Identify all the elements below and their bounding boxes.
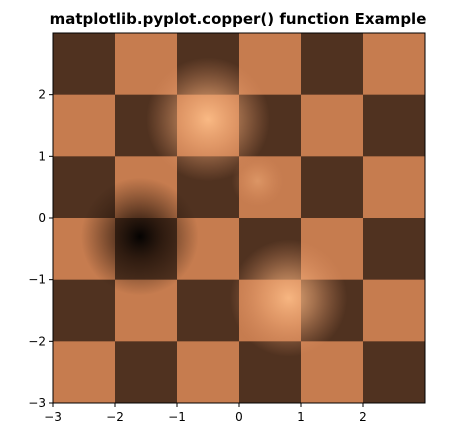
checker-cell [301, 156, 364, 219]
y-tick-label: −1 [28, 273, 46, 287]
y-tick-label: −3 [28, 396, 46, 410]
gaussian-overlay [80, 57, 348, 357]
bright-peak [146, 57, 270, 182]
checker-cell [301, 94, 364, 157]
plot-area [53, 33, 425, 403]
x-tick-label: −1 [168, 410, 186, 424]
checker-cell [177, 341, 240, 403]
checker-cell [363, 341, 425, 403]
checker-cell [363, 33, 425, 96]
y-tick-label: 1 [38, 149, 46, 163]
y-axis-ticks: −3 −2 −1 0 1 2 [28, 88, 53, 410]
x-tick-label: −2 [106, 410, 124, 424]
checker-cell [53, 33, 116, 96]
bright-peak [231, 154, 284, 208]
checker-cell [363, 218, 425, 281]
checker-cell [53, 94, 116, 157]
x-tick-label: 1 [297, 410, 305, 424]
bright-peak [230, 239, 348, 357]
checker-cell [115, 341, 178, 403]
chart-title: matplotlib.pyplot.copper() function Exam… [50, 10, 427, 28]
y-tick-label: 0 [38, 211, 46, 225]
checker-cell [363, 94, 425, 157]
checker-cell [363, 279, 425, 342]
y-tick-label: −2 [28, 334, 46, 348]
dark-peak [80, 177, 199, 296]
x-tick-label: 2 [359, 410, 367, 424]
checker-cell [363, 156, 425, 219]
y-tick-label: 2 [38, 88, 46, 102]
checker-cell [177, 279, 240, 342]
checker-cell [53, 341, 116, 403]
checker-cell [53, 279, 116, 342]
x-tick-label: −3 [44, 410, 62, 424]
x-tick-label: 0 [235, 410, 243, 424]
checker-cell [301, 33, 364, 96]
x-axis-ticks: −3 −2 −1 0 1 2 [44, 403, 367, 424]
